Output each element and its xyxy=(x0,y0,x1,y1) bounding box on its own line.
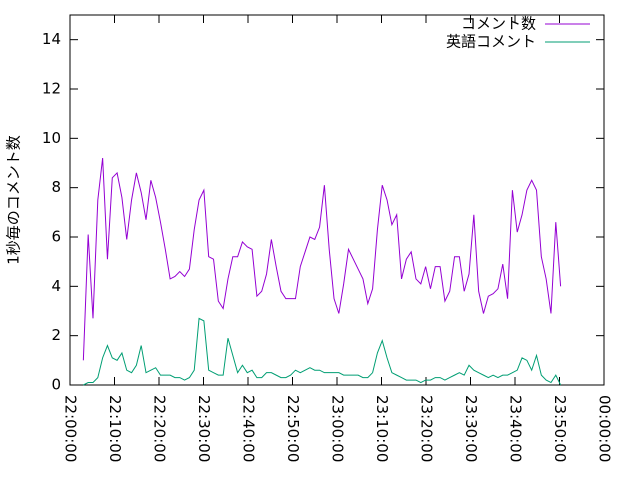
legend-label: コメント数 xyxy=(461,15,536,33)
series-line xyxy=(82,158,562,361)
plot-border xyxy=(69,14,605,386)
x-tick-label: 23:50:00 xyxy=(551,395,569,462)
y-axis-label: 1秒毎のコメント数 xyxy=(5,135,23,265)
y-tick-label: 14 xyxy=(42,30,61,48)
y-tick-label: 2 xyxy=(51,326,61,344)
x-tick-label: 23:20:00 xyxy=(418,395,436,462)
y-tick-label: 6 xyxy=(51,228,61,246)
legend-label: 英語コメント xyxy=(446,33,536,51)
x-tick-label: 23:40:00 xyxy=(507,395,525,462)
series-line xyxy=(83,317,562,386)
x-tick-label: 22:00:00 xyxy=(62,395,80,462)
y-tick-label: 8 xyxy=(51,178,61,196)
x-tick-label: 00:00:00 xyxy=(596,395,614,462)
y-tick-label: 0 xyxy=(51,376,61,394)
x-tick-label: 22:30:00 xyxy=(195,395,213,462)
x-tick-label: 23:10:00 xyxy=(373,395,391,462)
y-tick-label: 12 xyxy=(42,80,61,98)
y-tick-label: 4 xyxy=(51,277,61,295)
x-tick-label: 22:50:00 xyxy=(284,395,302,462)
x-tick-label: 23:30:00 xyxy=(462,395,480,462)
x-tick-label: 22:20:00 xyxy=(151,395,169,462)
x-tick-label: 22:10:00 xyxy=(106,395,124,462)
y-tick-label: 10 xyxy=(42,129,61,147)
x-tick-label: 22:40:00 xyxy=(240,395,258,462)
x-tick-label: 23:00:00 xyxy=(329,395,347,462)
